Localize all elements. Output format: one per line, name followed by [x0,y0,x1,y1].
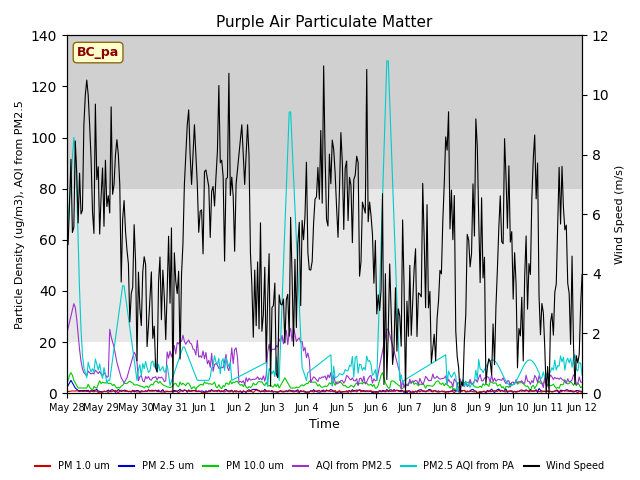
Y-axis label: Particle Density (ug/m3), AQI from PM2.5: Particle Density (ug/m3), AQI from PM2.5 [15,100,25,329]
Legend: PM 1.0 um, PM 2.5 um, PM 10.0 um, AQI from PM2.5, PM2.5 AQI from PA, Wind Speed: PM 1.0 um, PM 2.5 um, PM 10.0 um, AQI fr… [31,457,609,475]
Bar [67,342,582,393]
Bar [67,189,582,342]
Bar [67,36,582,189]
Title: Purple Air Particulate Matter: Purple Air Particulate Matter [216,15,433,30]
Y-axis label: Wind Speed (m/s): Wind Speed (m/s) [615,165,625,264]
X-axis label: Time: Time [309,419,340,432]
Text: BC_pa: BC_pa [77,46,119,59]
